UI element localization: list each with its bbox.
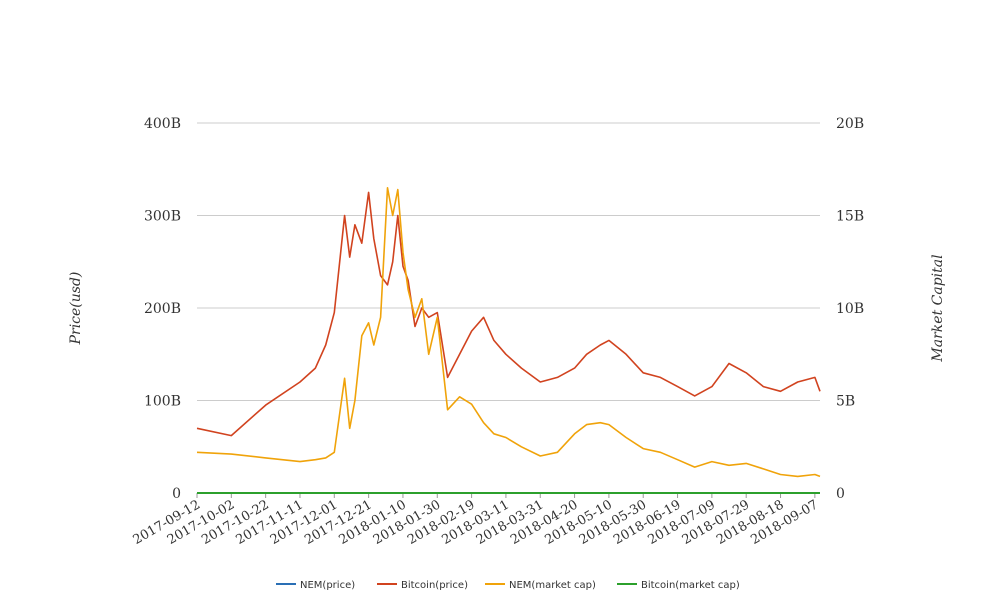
series-lines bbox=[196, 187, 821, 494]
series-line-1 bbox=[196, 191, 821, 437]
left-y-axis: 0 100B 200B 300B 400B bbox=[144, 116, 181, 502]
left-tick-label: 400B bbox=[144, 116, 181, 132]
legend-label: Bitcoin(market cap) bbox=[641, 580, 740, 591]
right-tick-label: 15B bbox=[836, 209, 864, 225]
legend-label: NEM(price) bbox=[300, 580, 355, 591]
right-axis-title: Market Capital bbox=[930, 254, 946, 362]
legend-label: NEM(market cap) bbox=[509, 580, 596, 591]
left-tick-label: 0 bbox=[172, 486, 181, 502]
right-tick-label: 5B bbox=[836, 394, 855, 410]
left-tick-label: 100B bbox=[144, 394, 181, 410]
right-tick-label: 20B bbox=[836, 116, 864, 132]
grid-lines bbox=[197, 122, 820, 494]
series-line-2 bbox=[196, 187, 821, 478]
legend: NEM(price) Bitcoin(price) NEM(market cap) B… bbox=[276, 580, 740, 591]
right-tick-label: 0 bbox=[836, 486, 845, 502]
left-axis-title: Price(usd) bbox=[68, 272, 84, 346]
right-tick-label: 10B bbox=[836, 301, 864, 317]
legend-label: Bitcoin(price) bbox=[401, 580, 468, 591]
right-y-axis: 0 5B 10B 15B 20B bbox=[836, 116, 864, 502]
left-tick-label: 200B bbox=[144, 301, 181, 317]
left-tick-label: 300B bbox=[144, 209, 181, 225]
x-axis: 2017-09-122017-10-022017-10-222017-11-11… bbox=[131, 493, 821, 548]
